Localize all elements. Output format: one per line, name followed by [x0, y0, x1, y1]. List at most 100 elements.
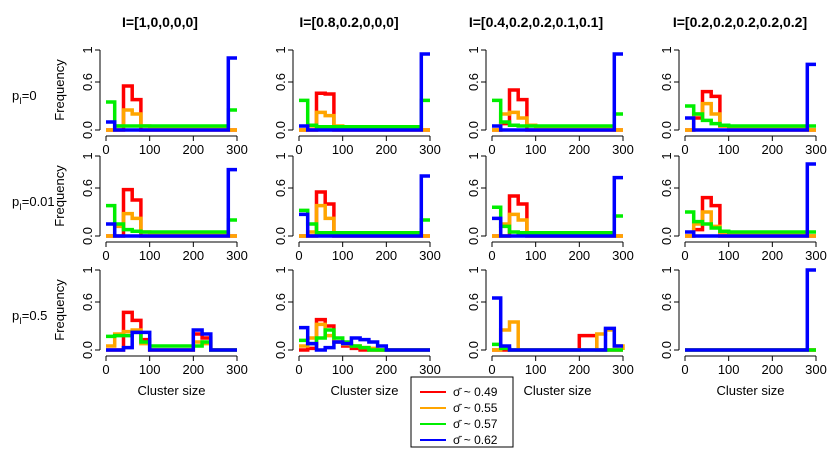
y-tick-label: 1	[273, 152, 288, 159]
x-tick-label: 200	[568, 142, 590, 157]
y-tick-label: 0.6	[659, 73, 674, 91]
y-tick-label: 1	[466, 46, 481, 53]
column-title: I=[0.8,0.2,0,0,0]	[299, 14, 398, 30]
y-tick-label: 0.0	[466, 341, 481, 359]
x-tick-label: 0	[295, 248, 302, 263]
y-tick-label: 1	[466, 152, 481, 159]
x-axis-title: Cluster size	[524, 383, 592, 398]
x-tick-label: 100	[525, 248, 547, 263]
y-tick-label: 0.6	[466, 293, 481, 311]
series-line-green	[299, 208, 430, 235]
y-tick-label: 0.6	[659, 293, 674, 311]
y-tick-label: 0.6	[659, 179, 674, 197]
series-line-blue	[299, 174, 430, 238]
series-line-red	[106, 84, 237, 132]
panel: 0.00.610 100 200 300	[273, 152, 441, 263]
y-tick-label: 0.6	[466, 73, 481, 91]
y-tick-label: 0.6	[273, 73, 288, 91]
x-tick-label: 200	[568, 362, 590, 377]
series-line-blue	[685, 62, 816, 132]
x-tick-label: 100	[332, 362, 354, 377]
y-tick-label: 0.0	[273, 121, 288, 139]
series-line-orange	[492, 320, 625, 352]
y-axis-title: Frequency	[52, 165, 67, 227]
x-tick-label: 100	[718, 362, 740, 377]
y-tick-label: 0.6	[273, 293, 288, 311]
y-tick-label: 1	[659, 46, 674, 53]
column-title: I=[0.4,0.2,0.2,0.1,0.1]	[469, 14, 603, 30]
y-tick-label: 0.0	[466, 121, 481, 139]
x-tick-label: 200	[182, 362, 204, 377]
row-label: pI=0.01	[12, 194, 55, 212]
x-tick-label: 100	[332, 248, 354, 263]
panel: 0.00.610 100 200 300	[659, 152, 827, 263]
series-line-blue	[106, 167, 237, 238]
row-label-value: =0.01	[22, 194, 55, 209]
x-tick-label: 100	[332, 142, 354, 157]
x-axis-title: Cluster size	[717, 383, 785, 398]
series-line-green	[106, 100, 237, 128]
x-tick-label: 100	[718, 142, 740, 157]
series-line-blue	[299, 52, 430, 132]
x-tick-label: 0	[102, 362, 109, 377]
x-tick-label: 0	[102, 248, 109, 263]
x-tick-label: 300	[226, 248, 248, 263]
row-label-subscript: I	[19, 96, 22, 106]
y-tick-label: 0.0	[273, 341, 288, 359]
x-tick-label: 200	[375, 248, 397, 263]
x-tick-label: 300	[419, 248, 441, 263]
series-line-green	[685, 104, 816, 128]
panel: 0.0 0.6 1 0 100 200 300 Frequency	[52, 152, 248, 263]
series-line-blue	[492, 175, 623, 238]
x-tick-label: 0	[681, 362, 688, 377]
series-line-blue	[492, 52, 623, 132]
x-tick-label: 0	[102, 142, 109, 157]
x-tick-label: 300	[419, 362, 441, 377]
row-label-base: p	[12, 194, 19, 209]
x-tick-label: 0	[681, 142, 688, 157]
y-tick-label: 1	[80, 46, 95, 53]
row-label: pI=0.5	[12, 308, 47, 326]
x-tick-label: 0	[488, 362, 495, 377]
x-tick-label: 0	[681, 248, 688, 263]
x-tick-label: 200	[375, 142, 397, 157]
x-tick-label: 200	[182, 248, 204, 263]
panel: 0.0 0.6 1 0 100 200 300 Cluster size	[273, 266, 441, 398]
series-line-red	[299, 190, 430, 238]
x-tick-label: 300	[419, 142, 441, 157]
panel: 0.0 0.6 1 0 100 200 300 Cluster size	[659, 266, 827, 398]
x-tick-label: 200	[761, 362, 783, 377]
y-tick-label: 0.0	[659, 121, 674, 139]
panel: 0.00.610 100 200 300	[466, 46, 634, 157]
row-label-base: p	[12, 308, 19, 323]
column-title: I=[1,0,0,0,0]	[122, 14, 198, 30]
row-label-subscript: I	[19, 316, 22, 326]
panel: 0.0 0.6 1 0 100 200 300 Cluster size	[466, 266, 634, 398]
x-tick-label: 200	[375, 362, 397, 377]
y-tick-label: 1	[273, 46, 288, 53]
row-label-value: =0.5	[22, 308, 48, 323]
panel: 0.00.610 100 200 300	[273, 46, 441, 157]
series-line-green	[492, 205, 623, 235]
legend-label: σ̄ ~ 0.49	[453, 385, 498, 399]
x-tick-label: 0	[295, 362, 302, 377]
y-tick-label: 1	[273, 266, 288, 273]
y-tick-label: 0.6	[466, 179, 481, 197]
x-tick-label: 300	[226, 142, 248, 157]
series-line-green	[685, 210, 816, 234]
y-tick-label: 0.0	[659, 341, 674, 359]
x-tick-label: 100	[525, 142, 547, 157]
y-tick-label: 0.6	[80, 293, 95, 311]
panel: 0.0 0.6 1 0 100 200 300 Frequency Cluster size	[52, 266, 248, 398]
series-line-red	[492, 333, 623, 352]
y-tick-label: 0.0	[80, 121, 95, 139]
row-label-value: =0	[22, 88, 37, 103]
y-tick-label: 0.6	[80, 179, 95, 197]
x-tick-label: 300	[805, 142, 827, 157]
y-tick-label: 1	[659, 266, 674, 273]
x-tick-label: 100	[139, 248, 161, 263]
x-tick-label: 300	[612, 362, 634, 377]
legend: σ̄ ~ 0.49 σ̄ ~ 0.55 σ̄ ~ 0.57 σ̄ ~ 0.62	[410, 376, 514, 448]
